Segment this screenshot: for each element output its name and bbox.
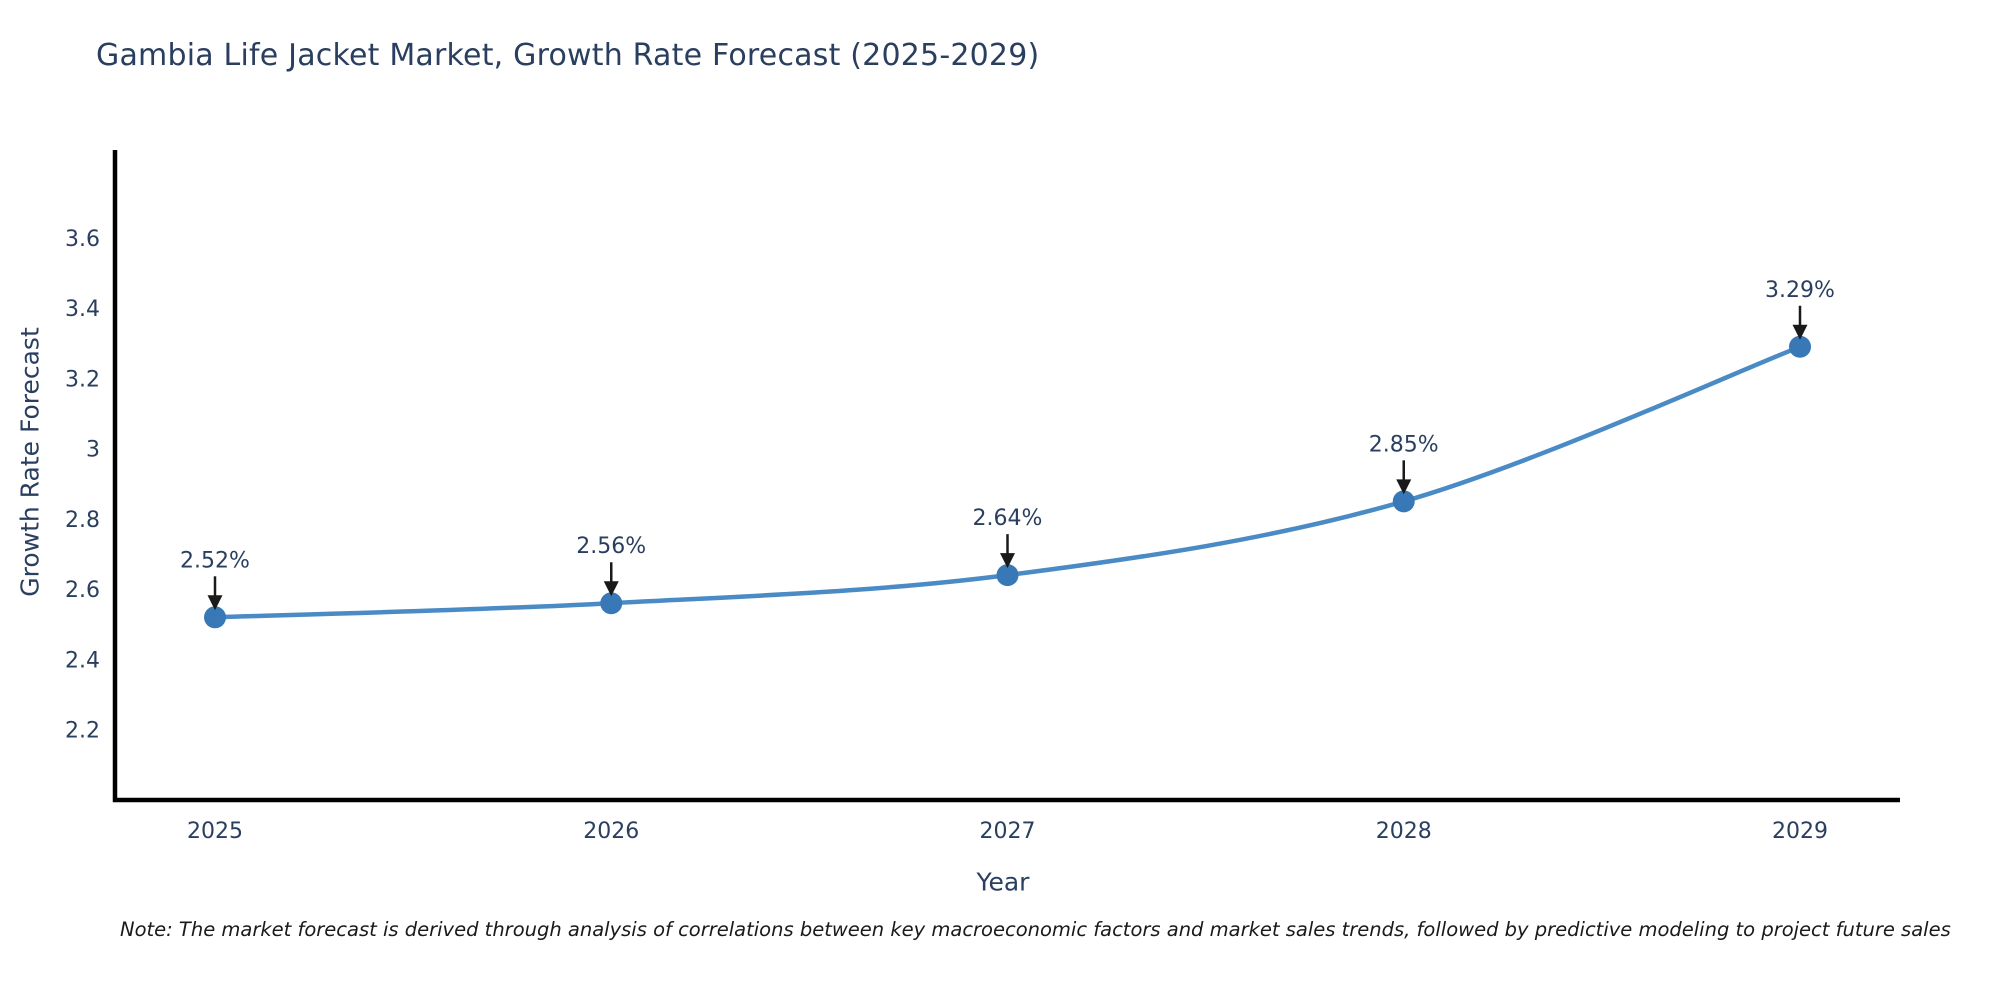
y-tick-label: 3 <box>86 438 100 463</box>
y-tick-label: 2.2 <box>65 719 100 744</box>
data-point-marker <box>996 564 1019 587</box>
y-tick-label: 3.4 <box>65 297 100 322</box>
data-point-label: 2.64% <box>973 506 1043 531</box>
data-point-label: 2.52% <box>180 548 250 573</box>
x-tick-label: 2027 <box>980 819 1036 844</box>
annotation-arrowhead-icon <box>1396 479 1412 495</box>
x-axis-title: Year <box>976 867 1030 897</box>
y-tick-label: 2.6 <box>65 578 100 603</box>
annotation-arrowhead-icon <box>603 581 619 597</box>
y-tick-label: 3.2 <box>65 367 100 392</box>
annotation-arrowhead-icon <box>1792 324 1808 340</box>
annotation-arrowhead-icon <box>1000 553 1015 569</box>
data-point-label: 2.56% <box>576 534 646 559</box>
axes-lines <box>112 150 1900 803</box>
data-point-marker <box>1789 335 1811 358</box>
annotation-arrowhead-icon <box>207 595 223 611</box>
y-tick-label: 3.6 <box>65 227 100 252</box>
data-point-marker <box>1392 490 1415 513</box>
y-tick-label: 2.8 <box>65 508 100 533</box>
y-tick-label: 2.4 <box>65 648 100 673</box>
x-tick-label: 2028 <box>1376 819 1432 844</box>
data-point-label: 3.29% <box>1765 278 1835 303</box>
x-tick-label: 2026 <box>583 819 639 844</box>
chart-title: Gambia Life Jacket Market, Growth Rate F… <box>96 38 1040 73</box>
data-point-marker <box>204 606 226 629</box>
x-tick-label: 2025 <box>187 819 243 844</box>
data-point-label: 2.85% <box>1369 432 1439 457</box>
data-point-marker <box>600 592 623 615</box>
x-tick-label: 2029 <box>1772 819 1828 844</box>
footnote: Note: The market forecast is derived thr… <box>120 918 1951 941</box>
